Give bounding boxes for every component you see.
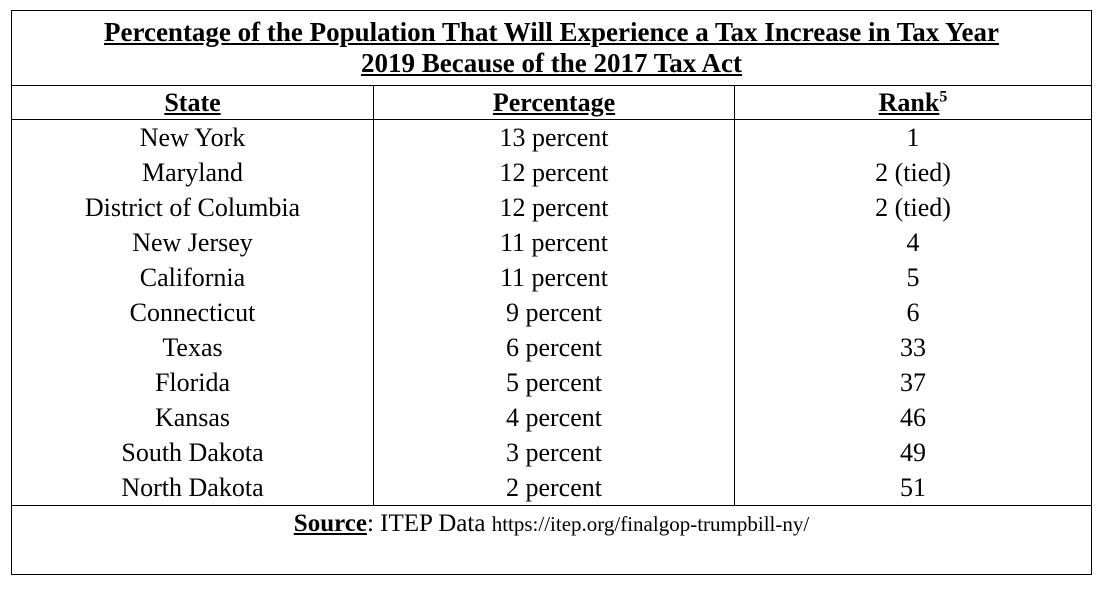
table-cell: Texas <box>11 330 374 365</box>
table-cell: 33 <box>733 330 1093 365</box>
table-cell: New Jersey <box>11 225 374 260</box>
table-row: New York 13 percent 1 <box>11 119 1093 155</box>
table-cell: 6 percent <box>373 330 735 365</box>
table-cell: 12 percent <box>373 190 735 225</box>
header-text: State <box>164 88 221 117</box>
table-row: Maryland 12 percent 2 (tied) <box>11 155 1093 190</box>
source: Source: ITEP Data https://itep.org/final… <box>10 505 1093 575</box>
source-row: Source: ITEP Data https://itep.org/final… <box>10 505 1093 575</box>
table-row: Florida 5 percent 37 <box>11 365 1093 400</box>
header-cell: State <box>11 85 374 120</box>
table-cell: 5 <box>733 260 1093 295</box>
table-cell: North Dakota <box>11 470 374 506</box>
table-cell: Maryland <box>11 155 374 190</box>
table-cell: South Dakota <box>11 435 374 470</box>
title: Percentage of the Population That Will E… <box>10 10 1093 86</box>
table-cell: 4 percent <box>373 400 735 435</box>
table-cell: 3 percent <box>373 435 735 470</box>
footnote-ref: 5 <box>939 88 948 106</box>
table-cell: 51 <box>733 470 1093 506</box>
source-label: Source <box>293 510 367 537</box>
table-cell: 11 percent <box>373 225 735 260</box>
source-url: https://itep.org/finalgop-trumpbill-ny/ <box>491 512 810 536</box>
table-cell: 13 percent <box>373 119 735 155</box>
title-row: Percentage of the Population That Will E… <box>10 10 1093 86</box>
title-line: Percentage of the Population That Will E… <box>103 17 1000 47</box>
header-cell: Percentage <box>373 85 735 120</box>
table-row: North Dakota 2 percent 51 <box>11 470 1093 506</box>
table-cell: Connecticut <box>11 295 374 330</box>
table-cell: 2 (tied) <box>733 190 1093 225</box>
table-cell: 46 <box>733 400 1093 435</box>
table-cell: 49 <box>733 435 1093 470</box>
table-cell: 11 percent <box>373 260 735 295</box>
title-line: 2019 Because of the 2017 Tax Act <box>361 48 742 78</box>
table-row: Texas 6 percent 33 <box>11 330 1093 365</box>
header-text: Rank <box>878 88 940 117</box>
table-cell: 37 <box>733 365 1093 400</box>
source-text: : ITEP Data <box>366 510 486 537</box>
table-cell: 2 (tied) <box>733 155 1093 190</box>
table-row: California 11 percent 5 <box>11 260 1093 295</box>
table-cell: New York <box>11 119 374 155</box>
table-cell: 4 <box>733 225 1093 260</box>
table-row: South Dakota 3 percent 49 <box>11 435 1093 470</box>
table-row: District of Columbia 12 percent 2 (tied) <box>11 190 1093 225</box>
table-cell: 2 percent <box>373 470 735 506</box>
header-row: State Percentage Rank5 <box>11 85 1093 120</box>
tax-table: Percentage of the Population That Will E… <box>10 10 1093 575</box>
table-row: New Jersey 11 percent 4 <box>11 225 1093 260</box>
table-cell: 9 percent <box>373 295 735 330</box>
table-row: Kansas 4 percent 46 <box>11 400 1093 435</box>
table-cell: 5 percent <box>373 365 735 400</box>
table-cell: 1 <box>733 119 1093 155</box>
table-cell: District of Columbia <box>11 190 374 225</box>
table-body: New York 13 percent 1 Maryland 12 percent 2 (… <box>11 119 1093 506</box>
table-cell: 12 percent <box>373 155 735 190</box>
table-cell: California <box>11 260 374 295</box>
table-row: Connecticut 9 percent 6 <box>11 295 1093 330</box>
table-cell: Kansas <box>11 400 374 435</box>
header-cell: Rank5 <box>733 85 1093 120</box>
table-cell: Florida <box>11 365 374 400</box>
table-cell: 6 <box>733 295 1093 330</box>
header-text: Percentage <box>492 88 616 117</box>
